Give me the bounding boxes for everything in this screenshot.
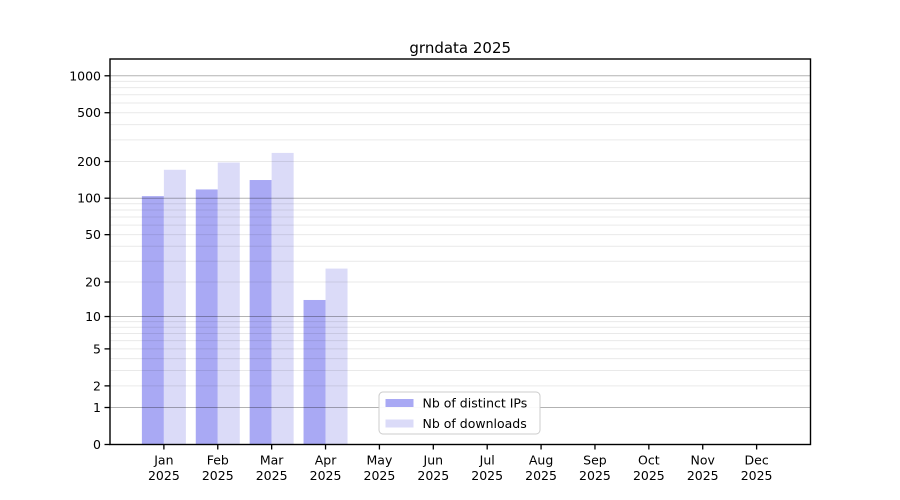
x-tick-label-month: Apr [315, 453, 337, 468]
y-tick-label: 10 [85, 309, 101, 324]
x-tick-label-year: 2025 [579, 468, 611, 483]
bar-downloads-jan [163, 169, 186, 445]
x-tick-label-year: 2025 [202, 468, 234, 483]
legend-swatch-downloads [385, 419, 414, 428]
x-tick-label-month: Jan [153, 453, 173, 468]
bar-distinct-ips-mar [249, 180, 272, 445]
y-tick-label: 50 [85, 227, 101, 242]
y-tick-label: 2 [93, 378, 101, 393]
x-tick-label-month: May [367, 453, 393, 468]
y-tick-label: 0 [93, 437, 101, 452]
y-tick-label: 1000 [69, 68, 101, 83]
x-tick-label-year: 2025 [741, 468, 773, 483]
x-tick-label-month: Dec [745, 453, 769, 468]
x-tick-label-year: 2025 [633, 468, 665, 483]
x-tick-label-month: Jul [479, 453, 495, 468]
x-tick-label-year: 2025 [364, 468, 396, 483]
bar-distinct-ips-apr [303, 299, 326, 445]
x-tick-label-month: Mar [260, 453, 284, 468]
plot-border [109, 58, 812, 446]
chart-title: grndata 2025 [409, 39, 511, 57]
legend-label-downloads: Nb of downloads [423, 416, 527, 431]
x-tick-label-year: 2025 [525, 468, 557, 483]
bar-downloads-mar [271, 152, 294, 445]
y-tick-label: 1 [93, 400, 101, 415]
x-tick-label-year: 2025 [148, 468, 180, 483]
bar-distinct-ips-feb [195, 189, 218, 445]
x-tick-label-year: 2025 [471, 468, 503, 483]
legend-label-distinct-ips: Nb of distinct IPs [423, 396, 528, 411]
x-tick-label-month: Feb [207, 453, 229, 468]
legend-swatch-distinct-ips [385, 399, 414, 407]
x-tick-label-month: Nov [691, 453, 716, 468]
y-tick-label: 100 [77, 191, 101, 206]
bar-downloads-feb [217, 162, 240, 445]
x-tick-label-year: 2025 [417, 468, 449, 483]
y-tick-label: 200 [77, 154, 101, 169]
x-tick-label-month: Oct [638, 453, 660, 468]
bar-distinct-ips-jan [141, 196, 164, 445]
y-tick-label: 500 [77, 105, 101, 120]
x-tick-label-year: 2025 [256, 468, 288, 483]
x-tick-label-month: Jun [423, 453, 444, 468]
x-tick-label-month: Aug [529, 453, 553, 468]
y-tick-label: 20 [85, 275, 101, 290]
x-tick-label-year: 2025 [687, 468, 719, 483]
x-tick-label-month: Sep [583, 453, 607, 468]
y-tick-label: 5 [93, 341, 101, 356]
bar-downloads-apr [325, 268, 348, 445]
x-tick-label-year: 2025 [310, 468, 342, 483]
legend-box [378, 391, 541, 435]
